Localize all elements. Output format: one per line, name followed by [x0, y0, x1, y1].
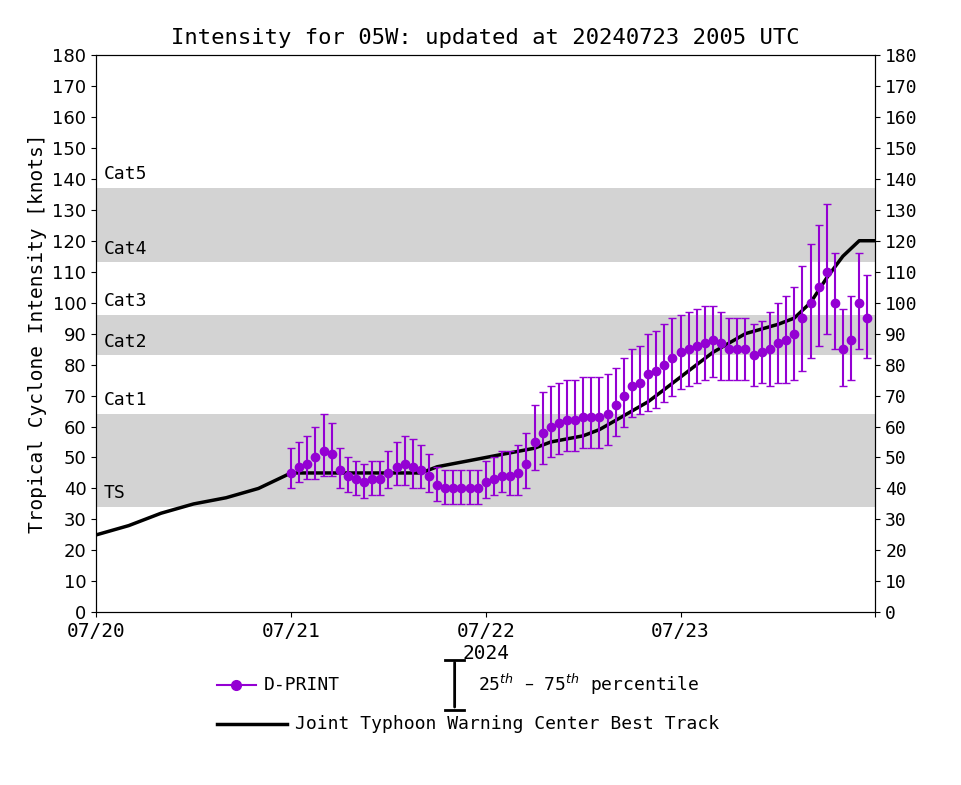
X-axis label: 2024: 2024 — [462, 644, 508, 663]
Text: Cat5: Cat5 — [104, 166, 147, 184]
Bar — [96, 188, 875, 262]
Y-axis label: Tropical Cyclone Intensity [knots]: Tropical Cyclone Intensity [knots] — [28, 134, 47, 533]
Bar — [96, 414, 875, 507]
Text: TS: TS — [104, 484, 126, 502]
Text: D-PRINT: D-PRINT — [263, 676, 339, 694]
Text: 25$^{th}$ – 75$^{th}$ percentile: 25$^{th}$ – 75$^{th}$ percentile — [478, 672, 699, 697]
Bar — [96, 356, 875, 414]
Text: Cat2: Cat2 — [104, 333, 147, 351]
Text: Joint Typhoon Warning Center Best Track: Joint Typhoon Warning Center Best Track — [295, 715, 718, 732]
Text: Cat3: Cat3 — [104, 292, 147, 310]
Text: Cat4: Cat4 — [104, 239, 147, 257]
Text: Cat1: Cat1 — [104, 392, 147, 410]
Bar — [96, 262, 875, 315]
Bar — [96, 315, 875, 356]
Bar — [96, 55, 875, 188]
Title: Intensity for 05W: updated at 20240723 2005 UTC: Intensity for 05W: updated at 20240723 2… — [171, 27, 800, 48]
